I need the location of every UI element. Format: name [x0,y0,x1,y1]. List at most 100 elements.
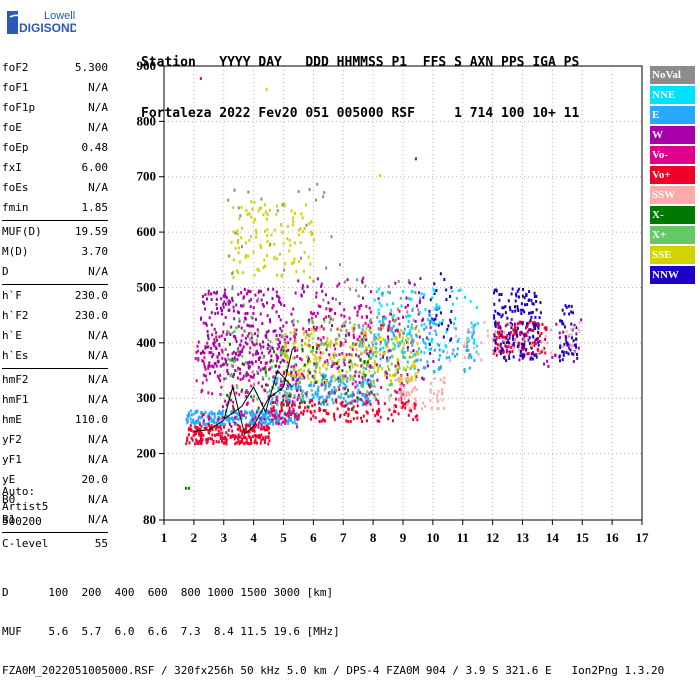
echo-point [420,323,423,327]
echo-point [362,337,365,341]
echo-point [287,348,290,352]
echo-point [537,326,540,330]
echo-point [379,364,382,368]
echo-point [393,406,396,410]
echo-point [281,416,284,420]
param-label: B0 [2,493,16,506]
echo-point [384,316,387,320]
echo-point [243,362,246,366]
echo-point [387,324,390,328]
echo-point [216,311,219,315]
param-value: 230.0 [74,309,108,322]
echo-point [275,204,278,208]
echo-point [298,396,301,400]
echo-point [250,384,253,388]
echo-point [318,406,321,410]
echo-point [431,321,434,325]
echo-point [293,356,296,360]
echo-point [348,316,351,320]
echo-point [370,331,373,335]
echo-point [280,403,283,407]
echo-point [396,361,399,365]
echo-point [535,353,538,357]
echo-point [247,289,250,293]
echo-point [393,409,396,413]
echo-point [356,416,359,420]
echo-point [388,322,391,326]
echo-point [246,401,249,405]
echo-point [236,386,239,390]
echo-point [421,376,424,380]
echo-point [419,276,422,280]
echo-point [529,342,532,346]
echo-point [376,410,379,414]
x-tick-label: 4 [250,530,257,545]
echo-point [377,312,380,316]
echo-point [276,209,279,213]
param-row: M(D) 3.70 [2,242,108,262]
echo-point [448,356,451,360]
echo-point [260,416,263,420]
echo-point [260,298,263,302]
echo-point [510,317,513,321]
echo-point [527,338,530,342]
echo-point [318,401,321,405]
echo-point [373,359,376,363]
echo-point [308,187,311,191]
echo-point [247,442,250,446]
param-value: N/A [88,349,108,362]
echo-point [227,433,230,437]
echo-point [283,359,286,363]
digisonde-logo: Lowell DIGISONDE [7,10,76,35]
echo-point [236,269,239,273]
echo-point [430,319,433,323]
echo-point [227,331,230,335]
echo-point [410,409,413,413]
echo-point [506,333,509,337]
echo-point [539,311,542,315]
auto-code: 500200 [2,515,42,528]
echo-point [202,433,205,437]
echo-point [211,392,214,396]
echo-point [410,297,413,301]
echo-point [275,397,278,401]
echo-point [236,241,239,245]
echo-point [228,420,231,424]
echo-point [254,293,257,297]
echo-point [411,404,414,408]
echo-point [285,321,288,325]
echo-point [302,327,305,331]
param-row: foE N/A [2,118,108,138]
echo-point [361,344,364,348]
echo-point [214,312,217,316]
echo-point [317,304,320,308]
echo-point [306,362,309,366]
echo-point [212,343,215,347]
echo-point [509,321,512,325]
echo-point [253,343,256,347]
echo-point [221,363,224,367]
echo-point [221,440,224,444]
echo-point [348,360,351,364]
echo-point [297,386,300,390]
echo-point [423,322,426,326]
echo-point [377,365,380,369]
echo-point [286,382,289,386]
echo-point [357,354,360,358]
echo-point [473,341,476,345]
echo-point [303,250,306,254]
echo-point [293,331,296,335]
echo-point [361,328,364,332]
echo-point [437,407,440,411]
echo-point [356,337,359,341]
echo-point [297,417,300,421]
param-value: 230.0 [74,289,108,302]
echo-point [293,367,296,371]
echo-point [207,366,210,370]
echo-point [535,337,538,341]
echo-point [240,236,243,240]
echo-point [351,344,354,348]
echo-point [437,323,440,327]
echo-point [346,379,349,383]
echo-point [215,440,218,444]
